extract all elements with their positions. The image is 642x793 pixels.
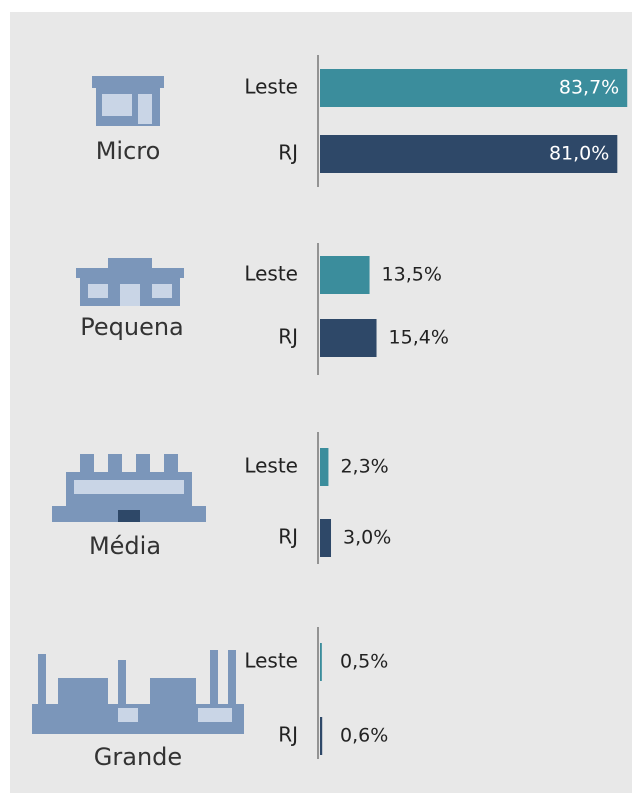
series-label: Leste	[244, 75, 298, 99]
bar	[320, 519, 332, 557]
micro-icon	[92, 76, 164, 126]
value-label: 15,4%	[389, 327, 449, 349]
pequena-icon	[76, 258, 184, 306]
category-label: Micro	[96, 137, 161, 165]
bar	[320, 448, 329, 486]
series-label: Leste	[244, 454, 298, 478]
bar	[320, 717, 323, 755]
value-label: 3,0%	[343, 527, 391, 549]
series-label: RJ	[278, 141, 298, 165]
bar	[320, 256, 370, 294]
value-label: 13,5%	[382, 264, 442, 286]
series-label: RJ	[278, 525, 298, 549]
value-label: 2,3%	[340, 456, 388, 478]
value-label: 0,5%	[340, 651, 388, 673]
series-label: Leste	[244, 649, 298, 673]
bar	[320, 643, 322, 681]
bar	[320, 319, 377, 357]
media-icon	[52, 454, 206, 522]
value-label: 83,7%	[559, 77, 619, 99]
category-label: Média	[89, 532, 161, 560]
series-label: RJ	[278, 723, 298, 747]
bar	[320, 135, 618, 173]
value-label: 81,0%	[549, 143, 609, 165]
grande-icon	[32, 650, 244, 734]
value-label: 0,6%	[340, 725, 388, 747]
category-label: Pequena	[80, 313, 184, 341]
bar	[320, 69, 628, 107]
category-label: Grande	[94, 743, 182, 771]
series-label: RJ	[278, 325, 298, 349]
series-label: Leste	[244, 262, 298, 286]
